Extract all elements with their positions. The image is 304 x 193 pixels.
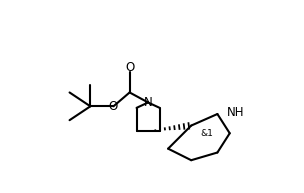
Text: O: O [109, 100, 118, 113]
Text: O: O [125, 61, 134, 74]
Text: N: N [144, 96, 153, 109]
Text: NH: NH [227, 106, 244, 119]
Text: &1: &1 [200, 129, 213, 138]
